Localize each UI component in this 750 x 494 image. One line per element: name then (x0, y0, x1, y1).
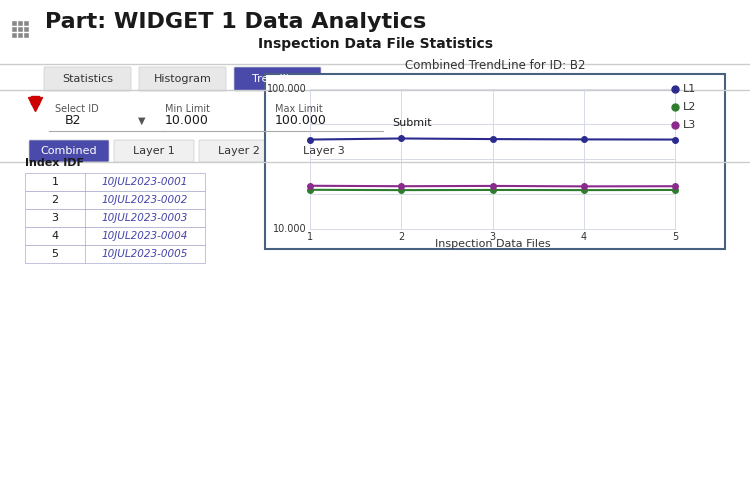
Bar (25, 227, 205, 245)
Bar (12, 21, 17, 26)
Text: 10JUL2023-0003: 10JUL2023-0003 (102, 213, 188, 223)
Text: 5: 5 (672, 232, 678, 242)
Text: 10JUL2023-0002: 10JUL2023-0002 (102, 195, 188, 205)
Text: Min Limit: Min Limit (165, 104, 210, 114)
Text: 2: 2 (52, 195, 58, 205)
FancyBboxPatch shape (199, 140, 279, 162)
Text: ▼: ▼ (138, 116, 146, 126)
Text: 10.000: 10.000 (273, 224, 307, 234)
Bar (24, 21, 29, 26)
Bar (265, 74, 725, 249)
Bar (12, 27, 17, 32)
Text: L1: L1 (683, 84, 696, 94)
FancyBboxPatch shape (139, 67, 226, 91)
Text: Layer 2: Layer 2 (218, 146, 260, 156)
Text: 4: 4 (580, 232, 586, 242)
Text: 10JUL2023-0005: 10JUL2023-0005 (102, 249, 188, 259)
Text: 3: 3 (52, 213, 58, 223)
Text: 5: 5 (52, 249, 58, 259)
Text: Layer 1: Layer 1 (134, 146, 175, 156)
Text: Layer 3: Layer 3 (303, 146, 345, 156)
Text: 4: 4 (52, 231, 58, 241)
Bar (24, 27, 29, 32)
FancyBboxPatch shape (234, 67, 321, 91)
Bar (25, 173, 205, 191)
Text: 10JUL2023-0001: 10JUL2023-0001 (102, 177, 188, 187)
Bar (12, 33, 17, 38)
Bar (25, 245, 205, 263)
Text: 2: 2 (398, 232, 404, 242)
Text: 100.000: 100.000 (275, 114, 327, 127)
Text: Combined TrendLine for ID: B2: Combined TrendLine for ID: B2 (405, 59, 585, 73)
Bar (18, 21, 23, 26)
Bar (18, 33, 23, 38)
Text: Index IDF: Index IDF (25, 158, 84, 168)
Text: Submit: Submit (392, 118, 432, 128)
Text: Inspection Data File Statistics: Inspection Data File Statistics (257, 37, 493, 51)
Bar (25, 209, 205, 227)
Text: L2: L2 (683, 102, 696, 112)
Text: Inspection Data Files: Inspection Data Files (435, 239, 550, 249)
FancyBboxPatch shape (44, 67, 131, 91)
Bar (18, 27, 23, 32)
Text: 3: 3 (490, 232, 496, 242)
Text: Histogram: Histogram (154, 74, 212, 84)
Text: 100.000: 100.000 (267, 84, 307, 94)
FancyBboxPatch shape (284, 140, 364, 162)
Text: L3: L3 (683, 120, 696, 130)
Text: Statistics: Statistics (62, 74, 113, 84)
FancyBboxPatch shape (29, 140, 109, 162)
Text: Max Limit: Max Limit (275, 104, 322, 114)
Text: B2: B2 (65, 114, 82, 127)
FancyBboxPatch shape (384, 111, 441, 135)
Text: 10.000: 10.000 (165, 114, 209, 127)
Text: 1: 1 (52, 177, 58, 187)
FancyBboxPatch shape (114, 140, 194, 162)
Bar (25, 191, 205, 209)
Text: Trendline: Trendline (252, 74, 303, 84)
Text: Select ID: Select ID (55, 104, 99, 114)
Text: 1: 1 (307, 232, 313, 242)
Text: 10JUL2023-0004: 10JUL2023-0004 (102, 231, 188, 241)
Bar (24, 33, 29, 38)
Text: Part: WIDGET 1 Data Analytics: Part: WIDGET 1 Data Analytics (45, 12, 426, 32)
Text: Combined: Combined (40, 146, 98, 156)
